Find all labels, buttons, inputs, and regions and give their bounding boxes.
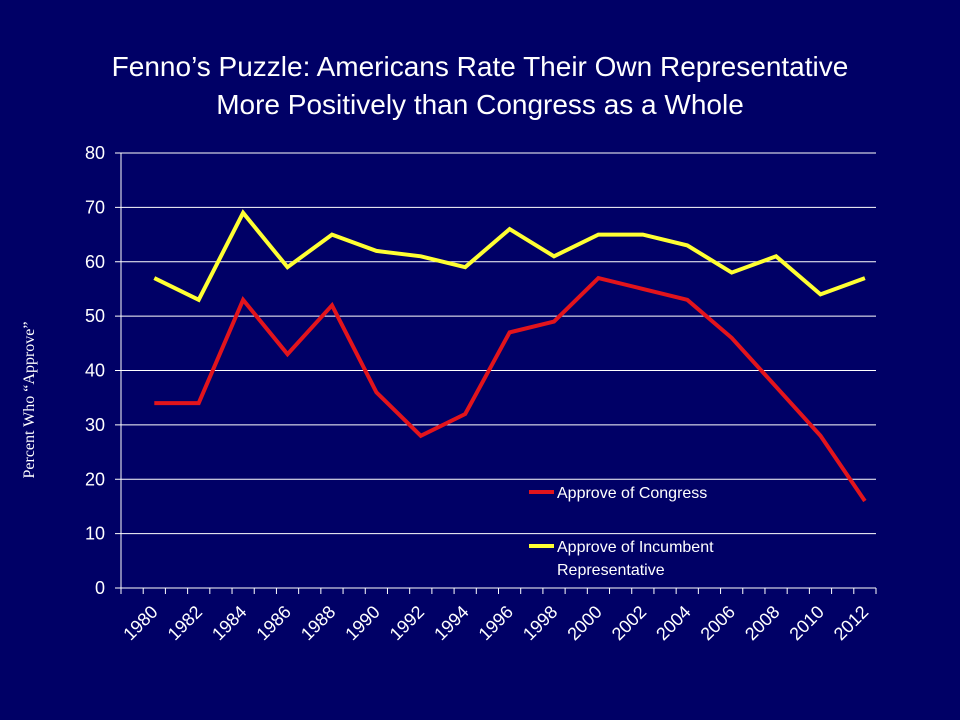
y-tick-label: 60 [85, 252, 105, 272]
x-tick-label: 1986 [252, 602, 294, 644]
x-tick-label: 2004 [652, 602, 694, 644]
legend-label-incumbent-line2: Representative [557, 562, 665, 579]
x-tick-label: 2006 [697, 602, 739, 644]
y-tick-label: 50 [85, 306, 105, 326]
series [153, 209, 867, 503]
y-tick-label: 10 [85, 524, 105, 544]
chart-title: Fenno’s Puzzle: Americans Rate Their Own… [0, 48, 960, 124]
x-tick-label: 2000 [563, 602, 605, 644]
y-tick-label: 0 [95, 578, 105, 598]
legend-label-incumbent-line1: Approve of Incumbent [557, 539, 714, 556]
y-tick-label: 40 [85, 361, 105, 381]
series-line-incumbent [153, 209, 866, 303]
chart-title-line2: More Positively than Congress as a Whole [216, 89, 744, 120]
gridlines [121, 152, 876, 535]
y-tick-label: 80 [85, 143, 105, 163]
x-tick-label: 2008 [741, 602, 783, 644]
legend-label-congress: Approve of Congress [557, 485, 707, 502]
chart-title-line1: Fenno’s Puzzle: Americans Rate Their Own… [111, 51, 849, 82]
x-tick-label: 1990 [341, 602, 383, 644]
x-tick-label: 1992 [386, 602, 428, 644]
series-line-congress [154, 275, 867, 503]
x-tick-label: 1998 [519, 602, 561, 644]
y-tick-label: 20 [85, 469, 105, 489]
x-tick-label: 1984 [208, 602, 250, 644]
x-tick-label: 2002 [608, 602, 650, 644]
x-tick-label: 1980 [119, 602, 161, 644]
x-tick-label: 1988 [297, 602, 339, 644]
x-tick-label: 2010 [785, 602, 827, 644]
y-tick-label: 70 [85, 197, 105, 217]
x-tick-label: 1982 [164, 602, 206, 644]
y-tick-label: 30 [85, 415, 105, 435]
x-tick-label: 2012 [830, 602, 872, 644]
x-tick-label: 1996 [475, 602, 517, 644]
x-tick-label: 1994 [430, 602, 472, 644]
legend: Approve of Congress Approve of Incumbent R… [529, 485, 714, 579]
